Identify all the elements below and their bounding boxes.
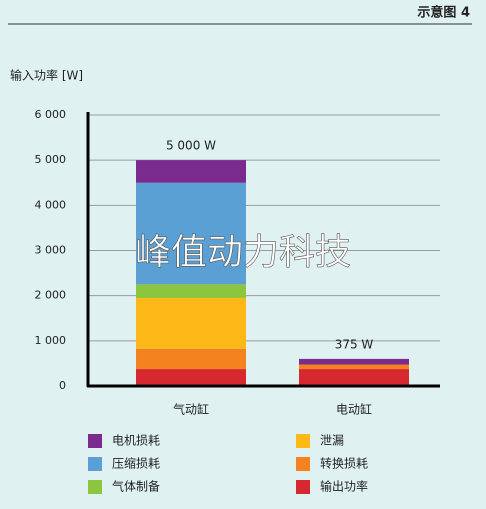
legend-label: 电机损耗 xyxy=(112,434,160,448)
y-tick-label: 5 000 xyxy=(35,153,67,166)
legend-label: 转换损耗 xyxy=(320,456,368,471)
bar-segment xyxy=(136,182,246,285)
bar-segment xyxy=(136,369,246,386)
legend-label: 气体制备 xyxy=(112,479,160,494)
legend-swatch xyxy=(88,480,102,494)
y-tick-label: 0 xyxy=(59,379,66,392)
y-tick-label: 6 000 xyxy=(35,108,67,121)
legend-label: 输出功率 xyxy=(320,479,368,494)
legend-swatch xyxy=(296,480,310,494)
bar-segment xyxy=(136,297,246,349)
y-tick-label: 1 000 xyxy=(35,334,67,347)
x-tick-label: 气动缸 xyxy=(173,402,209,417)
watermark: 峰值动力科技 xyxy=(135,232,351,273)
bar-total-label: 375 W xyxy=(335,337,374,351)
legend-swatch xyxy=(88,434,102,448)
legend-label: 压缩损耗 xyxy=(112,456,160,471)
y-tick-label: 2 000 xyxy=(35,289,67,302)
header: 示意图 4 xyxy=(417,5,470,21)
bar-segment xyxy=(299,364,409,370)
bar-segment xyxy=(136,348,246,370)
legend-label: 泄漏 xyxy=(320,434,344,448)
y-axis-label: 输入功率 [W] xyxy=(10,68,83,83)
y-tick-label: 3 000 xyxy=(35,244,67,257)
bar-segment xyxy=(299,369,409,386)
bar-segment xyxy=(136,160,246,183)
x-tick-label: 电动缸 xyxy=(336,402,372,417)
legend-swatch xyxy=(296,457,310,471)
bar-total-label: 5 000 W xyxy=(166,139,216,153)
bar-segment xyxy=(299,358,409,365)
legend-swatch xyxy=(88,457,102,471)
legend-swatch xyxy=(296,434,310,448)
y-tick-label: 4 000 xyxy=(35,198,67,211)
bar-segment xyxy=(136,284,246,298)
